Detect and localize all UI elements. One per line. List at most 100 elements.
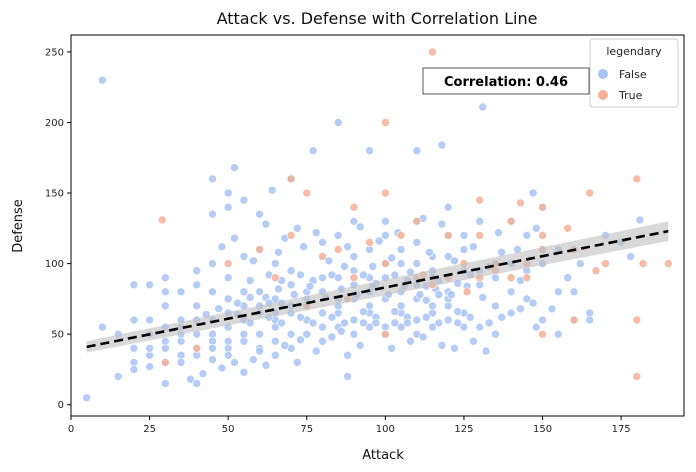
point-false (239, 287, 249, 297)
x-tick-label: 75 (300, 424, 313, 435)
point-false (270, 259, 280, 268)
point-false (186, 374, 195, 384)
point-false (443, 252, 453, 261)
x-tick-label: 0 (68, 424, 74, 435)
legend-marker-true (598, 90, 608, 100)
point-true (286, 174, 296, 184)
point-false (390, 307, 400, 316)
point-true (591, 266, 601, 276)
point-false (336, 326, 346, 336)
point-false (538, 315, 547, 325)
point-true (286, 231, 296, 240)
point-false (626, 252, 635, 261)
point-false (421, 295, 431, 305)
point-false (245, 276, 255, 285)
x-axis-label: Attack (362, 448, 404, 463)
point-false (296, 335, 305, 345)
point-false (129, 343, 139, 353)
point-true (538, 231, 547, 240)
point-false (459, 231, 469, 240)
point-false (343, 372, 352, 381)
point-true (443, 231, 453, 240)
point-false (255, 209, 264, 219)
point-false (161, 287, 170, 297)
legend-title: legendary (606, 45, 662, 58)
point-false (292, 358, 302, 367)
point-false (230, 233, 239, 243)
point-false (214, 304, 223, 314)
point-false (484, 318, 494, 328)
y-axis-label: Defense (11, 199, 26, 253)
point-false (343, 350, 352, 360)
point-false (469, 242, 478, 251)
point-true (157, 215, 167, 225)
point-false (230, 163, 239, 172)
point-false (145, 280, 154, 290)
point-true (428, 47, 437, 57)
point-false (635, 215, 645, 225)
point-false (447, 290, 456, 299)
point-false (553, 329, 563, 339)
point-false (390, 318, 400, 328)
point-false (475, 217, 485, 226)
point-false (381, 231, 390, 240)
x-tick-label: 25 (143, 424, 156, 435)
point-false (230, 358, 239, 367)
point-false (396, 322, 406, 332)
point-false (396, 301, 406, 311)
point-true (506, 273, 516, 283)
point-false (381, 217, 390, 226)
point-false (528, 188, 538, 198)
point-false (531, 224, 541, 233)
point-false (522, 294, 532, 304)
point-false (274, 284, 283, 294)
point-false (318, 336, 327, 346)
point-true (516, 198, 525, 208)
point-false (443, 315, 453, 325)
point-false (296, 270, 305, 280)
point-false (286, 280, 296, 290)
point-false (387, 253, 396, 263)
point-false (239, 195, 249, 205)
point-false (113, 372, 123, 381)
x-tick-label: 150 (533, 424, 552, 435)
point-false (333, 231, 343, 240)
point-false (365, 301, 374, 311)
point-false (428, 322, 437, 332)
point-false (261, 219, 271, 229)
y-tick-label: 200 (45, 118, 64, 129)
point-false (365, 322, 374, 332)
point-true (569, 315, 579, 325)
point-false (208, 209, 217, 219)
point-false (349, 329, 359, 339)
point-true (475, 195, 485, 205)
point-false (531, 322, 541, 332)
point-false (459, 245, 469, 254)
point-false (340, 318, 349, 328)
point-false (437, 341, 447, 350)
point-false (223, 336, 233, 346)
point-false (208, 343, 217, 353)
point-false (522, 231, 532, 240)
point-false (176, 350, 186, 360)
x-tick-label: 50 (222, 424, 235, 435)
x-tick-label: 100 (376, 424, 395, 435)
point-true (381, 329, 390, 339)
point-false (292, 224, 302, 233)
point-false (145, 362, 154, 371)
point-true (349, 273, 359, 283)
x-tick-label: 125 (454, 424, 473, 435)
point-false (569, 287, 579, 297)
point-false (318, 273, 327, 283)
chart-title: Attack vs. Defense with Correlation Line (217, 9, 538, 28)
point-false (223, 294, 233, 304)
y-tick-label: 50 (51, 330, 64, 341)
point-true (522, 273, 532, 283)
point-false (443, 202, 453, 212)
point-false (98, 75, 107, 85)
point-false (355, 341, 365, 350)
point-false (217, 363, 227, 373)
y-axis-ticks: 0 50 100 150 200 250 (45, 47, 71, 411)
point-false (403, 318, 412, 328)
regression-layer (86, 221, 669, 353)
